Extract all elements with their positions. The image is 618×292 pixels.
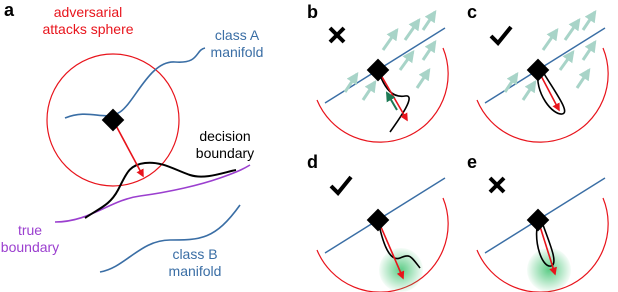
panel-b: b xyxy=(307,2,448,142)
decision-label: boundary xyxy=(196,145,254,161)
class-b-label: class B xyxy=(172,246,217,262)
panel-c: c xyxy=(467,2,608,142)
panel-d: d xyxy=(307,152,448,292)
true-label: true xyxy=(18,222,42,238)
panel-letter: c xyxy=(467,2,477,22)
true-label: boundary xyxy=(1,239,59,255)
panel-letter: d xyxy=(307,152,318,172)
class-a-label: manifold xyxy=(211,44,264,60)
class-a-label: class A xyxy=(215,27,260,43)
panel-letter: a xyxy=(4,0,15,20)
decision-label: decision xyxy=(199,128,250,144)
panel-e: e xyxy=(467,152,608,292)
class-b-label: manifold xyxy=(169,263,222,279)
sphere-label: attacks sphere xyxy=(42,21,133,37)
panel-letter: e xyxy=(467,152,477,172)
sphere-label: adversarial xyxy=(54,4,122,20)
panel-letter: b xyxy=(307,2,318,22)
figure: a adversarial attacks sphere class A man… xyxy=(0,0,618,292)
panel-a: a adversarial attacks sphere class A man… xyxy=(1,0,264,279)
